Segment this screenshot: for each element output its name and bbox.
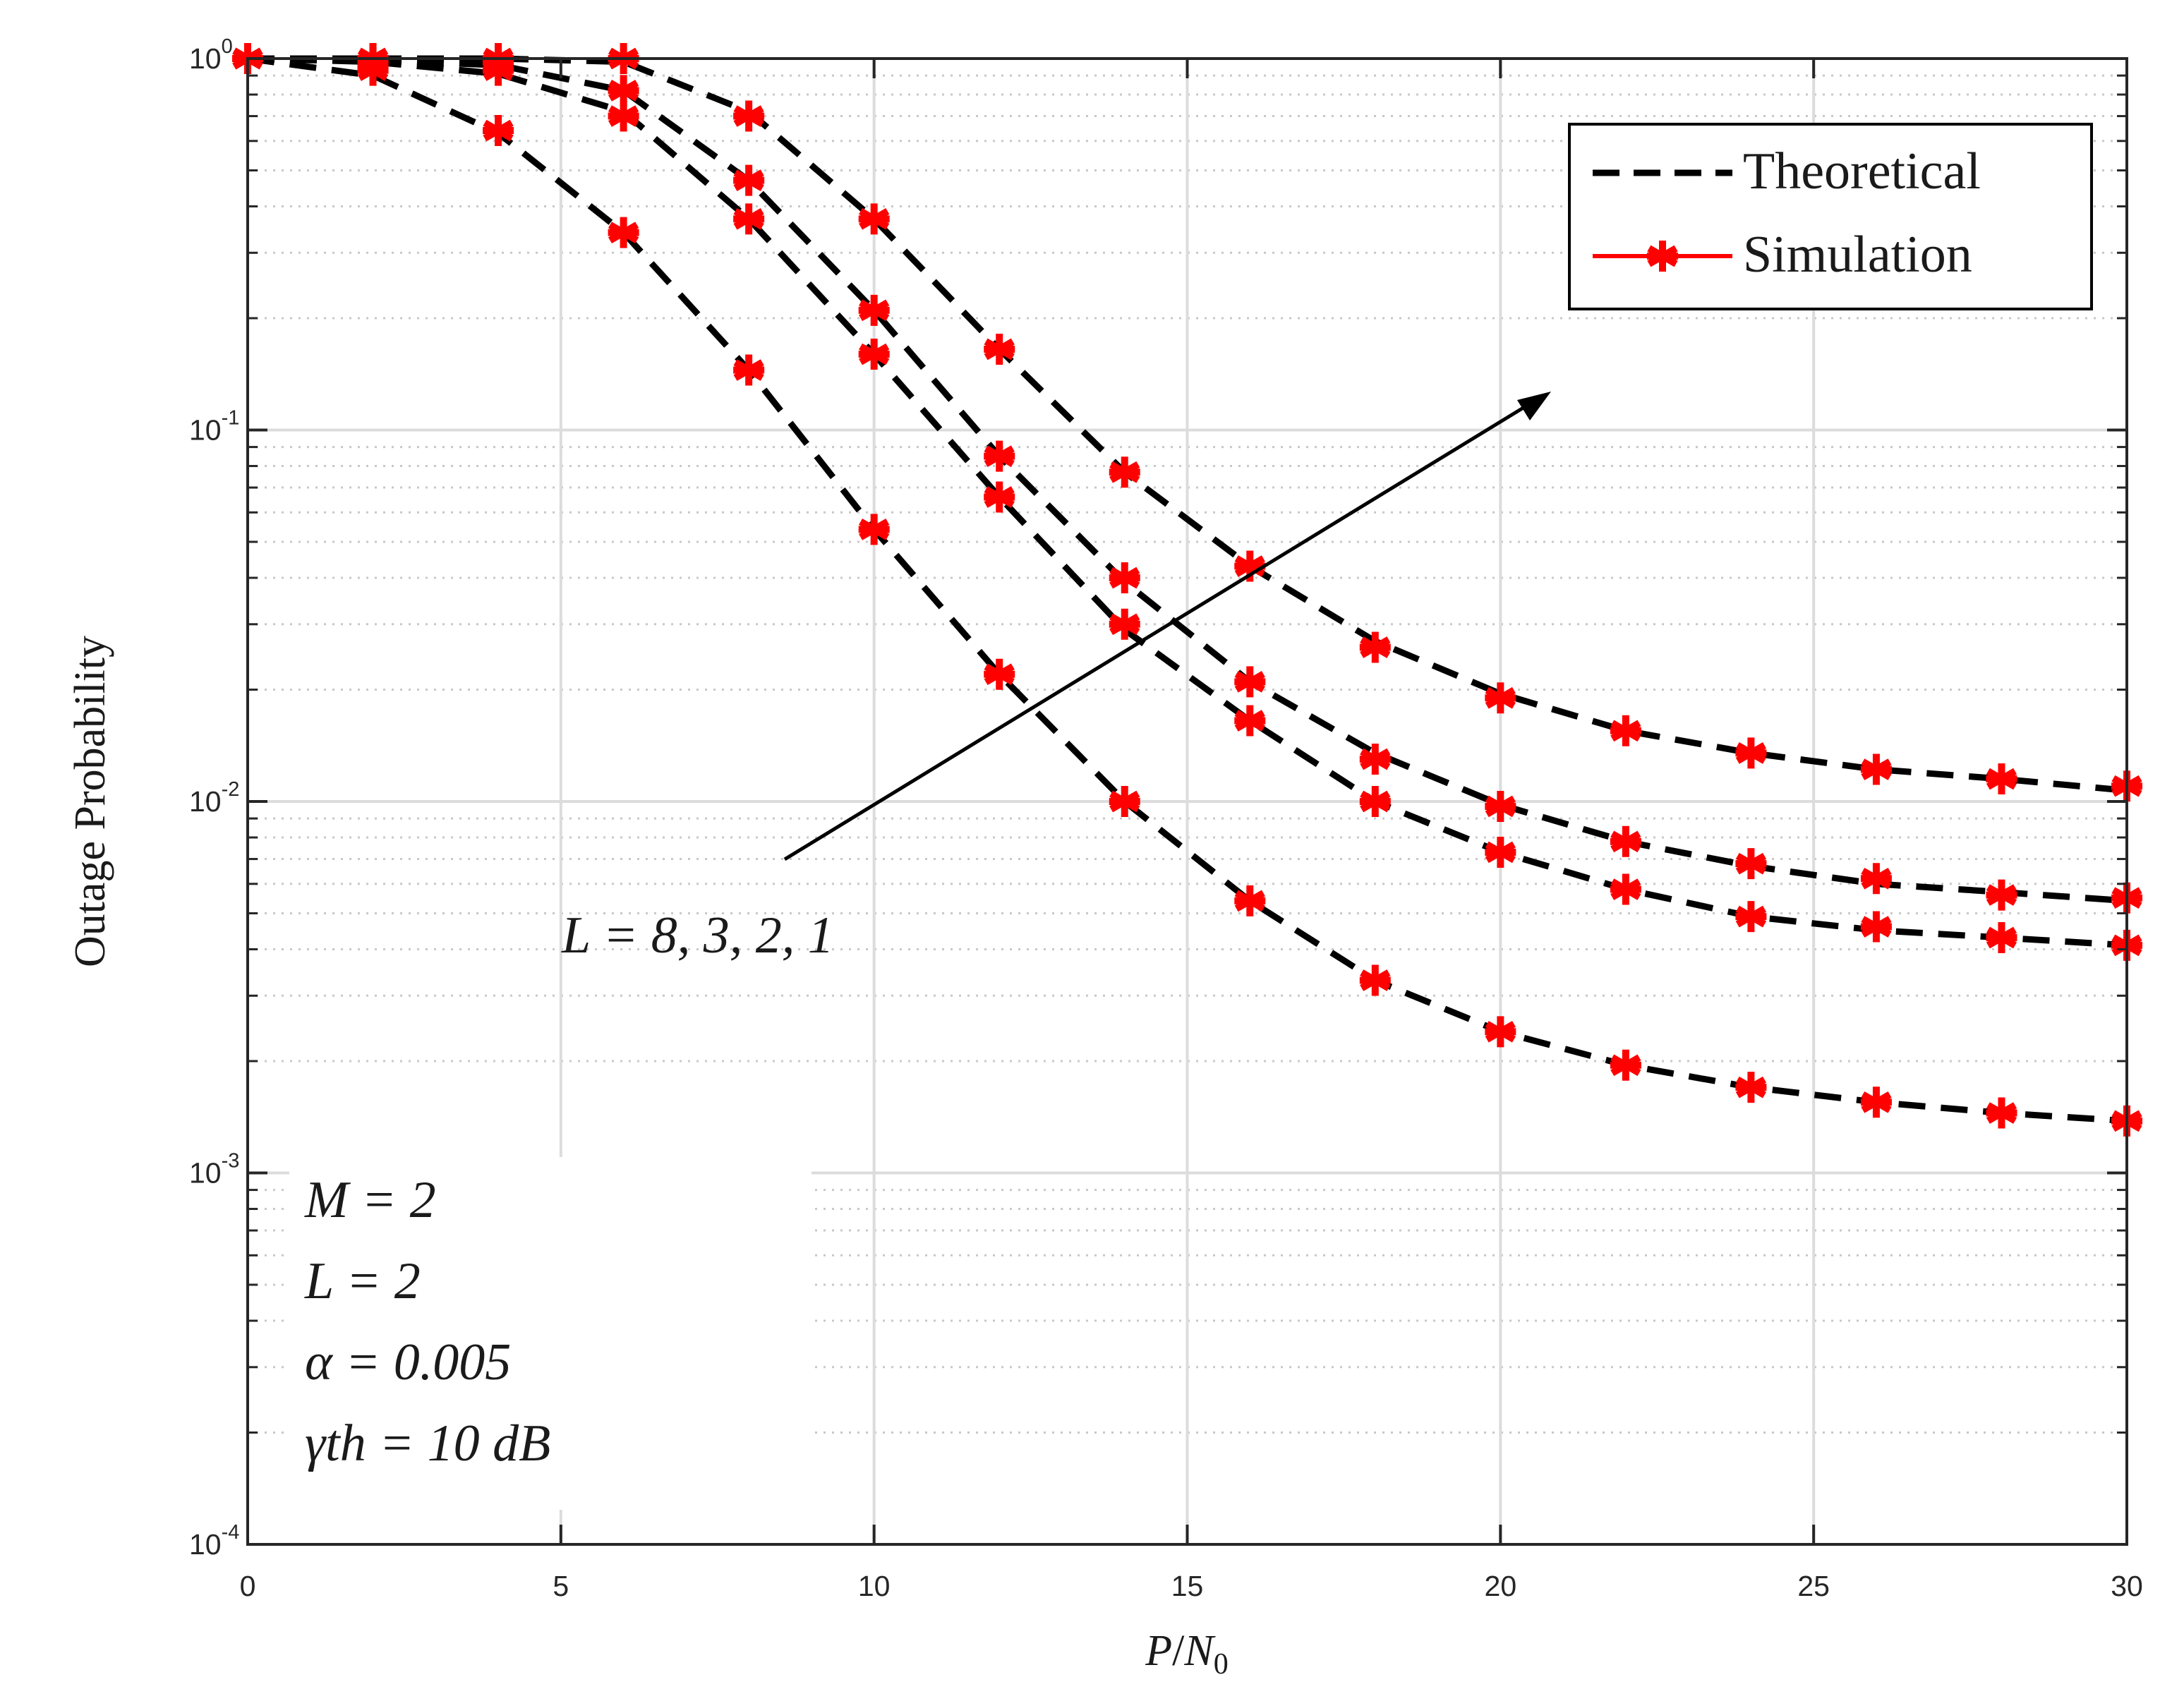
y-axis-label: Outage Probability [66,636,114,967]
theory-line-L1 [247,55,2128,1125]
sim-marker [1986,921,2017,953]
sim-marker [1610,873,1641,905]
x-tick-label: 5 [553,1570,569,1602]
sim-marker [733,100,765,132]
sim-marker [984,481,1015,513]
sim-marker [1359,786,1391,817]
sim-marker [1735,848,1767,880]
x-tick-label: 10 [858,1570,891,1602]
sim-marker [858,203,890,235]
sim-marker [1109,562,1140,594]
sim-marker [1234,705,1266,737]
sim-marker [858,339,890,370]
legend-sim-marker-shape [1647,241,1678,272]
sim-marker [483,115,514,147]
arrow-label: L = 8, 3, 2, 1 [561,907,834,964]
sim-marker [1735,901,1767,933]
sim-marker [733,203,765,235]
sim-marker [1109,456,1140,488]
sim-marker [483,54,514,86]
sim-marker [608,100,639,132]
sim-marker [1485,682,1516,714]
sim-marker [733,354,765,386]
legend-box [1568,123,2093,310]
annotation-alpha: α = 0.005 [305,1333,511,1391]
sim-marker [1610,1049,1641,1081]
sim-marker [1234,666,1266,698]
sim-marker [1109,786,1140,817]
annotation-M: M = 2 [304,1171,436,1229]
y-tick-labels: 10-4 10-3 10-2 10-1 100 [189,35,239,1561]
legend-simulation-label: Simulation [1743,226,1972,284]
sim-marker [1359,631,1391,663]
sim-marker [1234,885,1266,916]
y-tick-label: 10-2 [189,778,239,818]
x-tick-labels: 0 5 10 15 20 25 30 [240,1570,2143,1602]
x-tick-label: 30 [2111,1570,2143,1602]
arrow-head [1517,392,1551,420]
x-tick-label: 15 [1171,1570,1204,1602]
x-axis-label: P/N0 [1145,1627,1228,1681]
sim-marker [984,658,1015,690]
axis-ticks [246,57,2128,1546]
sim-marker [1109,608,1140,640]
annotation-L: L = 2 [304,1252,421,1310]
sim-marker [1986,1097,2017,1129]
y-tick-label: 10-4 [189,1521,239,1561]
sim-marker [1735,1072,1767,1103]
sim-marker [1860,1086,1892,1118]
simulation-markers [232,43,2142,1137]
sim-marker [1485,1016,1516,1048]
y-tick-label: 10-1 [189,407,239,447]
sim-marker [1735,737,1767,769]
sim-marker [1860,753,1892,785]
sim-marker [1359,744,1391,775]
sim-marker [1986,879,2017,911]
sim-marker [1860,911,1892,943]
sim-marker [1986,763,2017,795]
sim-marker [608,217,639,248]
sim-marker [984,333,1015,365]
sim-marker [1359,964,1391,996]
y-tick-label: 10-3 [189,1150,239,1190]
legend-theoretical-label: Theoretical [1743,143,1981,200]
sim-marker [858,514,890,545]
legend-simulation-marker [1647,241,1678,272]
x-tick-label: 20 [1485,1570,1517,1602]
annotation-background [289,1157,812,1510]
sim-marker [858,294,890,326]
trend-arrow [783,392,1551,861]
y-tick-label: 100 [189,35,233,75]
sim-marker [984,440,1015,472]
sim-marker [1485,836,1516,868]
sim-marker [1610,715,1641,746]
theory-line-L2 [247,55,2128,949]
sim-marker [733,164,765,196]
x-tick-label: 0 [240,1570,256,1602]
sim-marker [1610,825,1641,857]
annotation-gamma-th: γth = 10 dB [305,1415,550,1472]
sim-marker [1860,863,1892,895]
x-tick-label: 25 [1797,1570,1830,1602]
sim-marker [1485,790,1516,822]
legend: Theoretical Simulation [1568,123,2093,310]
